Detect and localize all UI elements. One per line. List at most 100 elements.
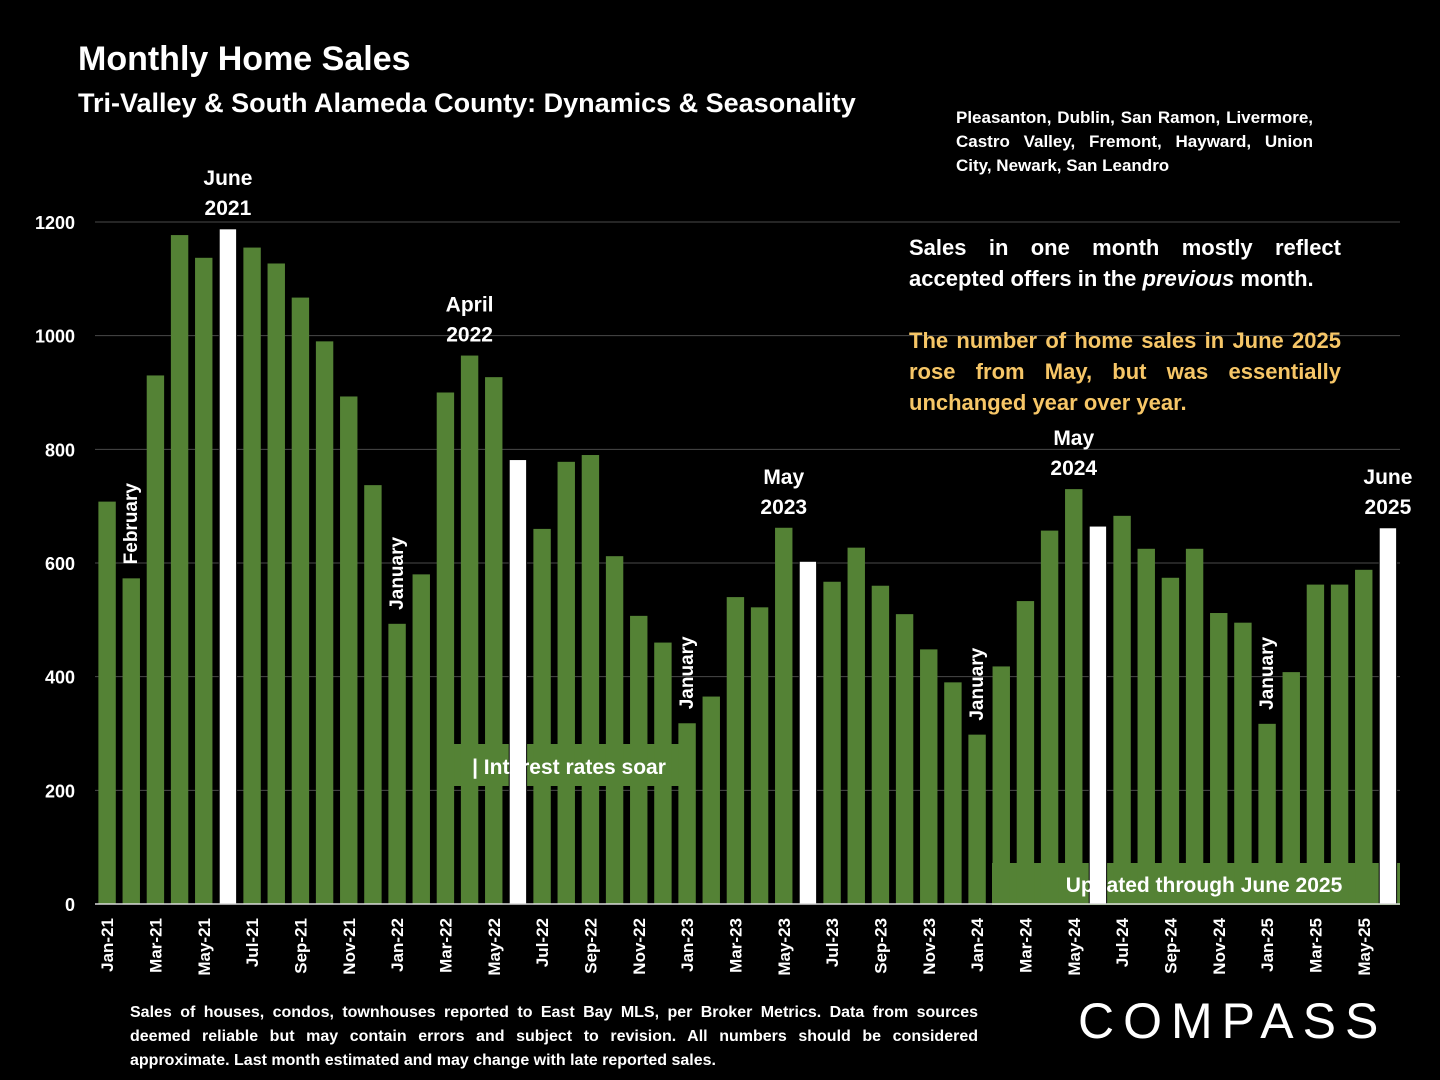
bar xyxy=(412,574,430,904)
bar xyxy=(1065,489,1083,904)
bar xyxy=(992,666,1010,904)
bar-highlight xyxy=(218,228,238,905)
peak-label-month: May xyxy=(763,466,804,489)
bar xyxy=(581,455,600,904)
y-tick-label: 1000 xyxy=(35,327,75,347)
bar xyxy=(1016,601,1035,904)
bar-highlight xyxy=(508,459,528,905)
bar xyxy=(678,723,696,904)
bar xyxy=(871,585,890,904)
x-tick-label: Jan-22 xyxy=(388,918,407,972)
bar xyxy=(436,392,455,904)
bar xyxy=(1355,569,1373,904)
x-tick-label: Jan-25 xyxy=(1258,918,1277,972)
bar xyxy=(315,341,334,905)
bar xyxy=(195,257,213,904)
y-tick-label: 1200 xyxy=(35,213,75,233)
bar-highlight xyxy=(1088,525,1108,905)
bar xyxy=(1161,577,1180,904)
bar xyxy=(1234,622,1252,904)
annotation-updated: Updated through June 2025 xyxy=(1066,874,1343,897)
bar xyxy=(968,734,986,904)
bar xyxy=(267,263,285,904)
y-tick-label: 600 xyxy=(45,554,75,574)
bar xyxy=(750,607,769,904)
bar xyxy=(364,485,382,904)
bar xyxy=(605,556,624,904)
chart-subtitle: Tri-Valley & South Alameda County: Dynam… xyxy=(78,88,856,118)
chart-title: Monthly Home Sales xyxy=(78,40,411,78)
bar xyxy=(702,696,720,904)
x-tick-label: Mar-21 xyxy=(146,918,165,973)
bar xyxy=(340,396,358,904)
bar xyxy=(485,377,503,904)
bar xyxy=(460,355,479,904)
y-tick-label: 400 xyxy=(45,668,75,688)
footnote: Sales of houses, condos, townhouses repo… xyxy=(130,1004,978,1069)
bar xyxy=(533,528,551,904)
x-tick-label: Mar-23 xyxy=(726,918,745,973)
bar xyxy=(654,642,672,904)
peak-label-year: 2021 xyxy=(205,197,252,220)
bar xyxy=(291,297,310,904)
bar xyxy=(170,235,189,905)
peak-label-year: 2023 xyxy=(760,496,807,519)
x-tick-label: Jul-21 xyxy=(243,918,262,967)
x-tick-label: Sep-24 xyxy=(1161,917,1180,973)
vertical-label: January xyxy=(677,636,698,709)
peak-label-month: April xyxy=(446,294,494,317)
vertical-label: February xyxy=(121,483,142,565)
bar xyxy=(726,597,745,904)
bar xyxy=(146,375,165,904)
note-offers-part2: month. xyxy=(1234,266,1314,291)
bar-highlight xyxy=(1378,527,1398,905)
bar xyxy=(920,649,938,904)
x-tick-label: Jan-23 xyxy=(678,918,697,972)
annotation-interest-rates: | Interest rates soar xyxy=(472,756,666,779)
x-tick-label: Mar-24 xyxy=(1016,917,1035,972)
vertical-label: January xyxy=(387,537,408,610)
x-tick-label: May-23 xyxy=(775,918,794,976)
bar xyxy=(122,578,140,904)
bar xyxy=(1185,548,1204,904)
bar xyxy=(1113,515,1131,904)
x-tick-label: Nov-23 xyxy=(920,918,939,975)
bar-highlight xyxy=(798,560,818,905)
bar xyxy=(1330,584,1349,904)
x-tick-label: Nov-21 xyxy=(340,918,359,975)
y-tick-label: 800 xyxy=(45,440,75,460)
bar xyxy=(775,527,793,904)
bar xyxy=(1040,530,1059,904)
vertical-label: January xyxy=(967,647,988,720)
x-tick-label: Jan-21 xyxy=(98,918,117,972)
bar xyxy=(1137,548,1155,904)
bar xyxy=(388,623,406,904)
x-tick-label: May-22 xyxy=(485,918,504,976)
peak-label-month: May xyxy=(1053,427,1094,450)
x-tick-label: Mar-22 xyxy=(436,918,455,973)
bar xyxy=(630,615,648,904)
peak-label-month: June xyxy=(203,167,252,190)
bar xyxy=(98,501,116,904)
compass-logo: COMPASS xyxy=(1078,993,1388,1049)
x-tick-label: Nov-24 xyxy=(1210,917,1229,974)
cities-list: Pleasanton, Dublin, San Ramon, Livermore… xyxy=(956,108,1313,175)
note-offers-part1: Sales in one month mostly reflect accept… xyxy=(909,235,1341,291)
bar xyxy=(1282,672,1300,904)
bar xyxy=(557,461,575,904)
y-tick-label: 200 xyxy=(45,781,75,801)
bar-chart: 0 200 400 600 800 1000 1200 | Interest rates so… xyxy=(35,167,1412,976)
x-tick-label: Sep-21 xyxy=(291,918,310,974)
x-tick-label: May-25 xyxy=(1355,918,1374,976)
bar xyxy=(243,247,261,904)
bar xyxy=(1306,584,1325,904)
note-june-2025: The number of home sales in June 2025 ro… xyxy=(909,328,1341,415)
bar xyxy=(823,581,841,904)
bar xyxy=(847,547,865,904)
x-tick-label: Mar-25 xyxy=(1306,918,1325,973)
note-offers: Sales in one month mostly reflect accept… xyxy=(909,232,1341,294)
x-tick-label: May-24 xyxy=(1065,917,1084,975)
x-tick-label: Nov-22 xyxy=(630,918,649,975)
x-tick-label: Jul-22 xyxy=(533,918,552,967)
peak-label-month: June xyxy=(1363,466,1412,489)
